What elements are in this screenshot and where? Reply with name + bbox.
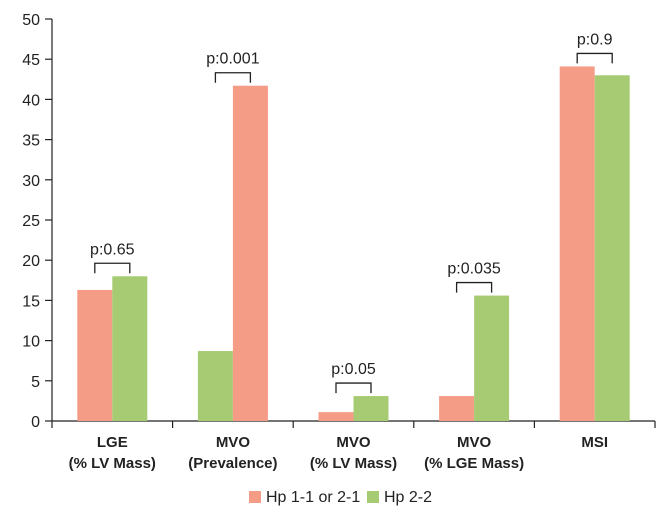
significance-bracket xyxy=(455,281,493,293)
y-tick-label: 5 xyxy=(31,374,40,391)
significance-bracket xyxy=(576,52,613,64)
y-tick-label: 30 xyxy=(22,173,40,190)
x-category-sublabel: (% LV Mass) xyxy=(310,455,397,472)
x-category-label: MVO xyxy=(457,434,492,451)
bar xyxy=(318,412,354,421)
x-category-sublabel: (% LGE Mass) xyxy=(424,455,524,472)
bar xyxy=(77,289,113,421)
p-value-label: p:0.001 xyxy=(206,51,259,68)
p-value-label: p:0.65 xyxy=(90,241,135,258)
legend-swatch xyxy=(367,491,379,503)
significance-bracket xyxy=(335,382,372,394)
significance-bracket xyxy=(214,72,252,83)
x-category-label: MSI xyxy=(581,434,608,451)
p-value-label: p:0.05 xyxy=(331,361,376,378)
significance-bracket xyxy=(94,262,131,274)
bar xyxy=(594,75,630,421)
y-tick-label: 25 xyxy=(22,213,40,230)
y-tick-label: 45 xyxy=(22,52,40,69)
bar xyxy=(232,85,268,422)
y-tick-label: 0 xyxy=(31,414,40,431)
legend-label: Hp 1-1 or 2-1 xyxy=(266,489,360,506)
bar xyxy=(474,295,510,421)
bar xyxy=(112,276,148,421)
bar xyxy=(439,396,475,421)
x-category-sublabel: (% LV Mass) xyxy=(69,455,156,472)
p-value-label: p:0.035 xyxy=(447,261,500,278)
y-tick-label: 50 xyxy=(22,12,40,29)
legend-label: Hp 2-2 xyxy=(384,489,432,506)
bar xyxy=(197,351,233,421)
y-tick-label: 20 xyxy=(22,253,40,270)
y-tick-label: 40 xyxy=(22,92,40,109)
bar xyxy=(353,396,389,421)
p-value-label: p:0.9 xyxy=(577,31,613,48)
x-category-label: LGE xyxy=(97,434,128,451)
legend-swatch xyxy=(249,491,261,503)
x-category-sublabel: (Prevalence) xyxy=(188,455,277,472)
bar xyxy=(559,66,595,421)
y-tick-label: 35 xyxy=(22,133,40,150)
y-tick-label: 10 xyxy=(22,334,40,351)
y-tick-label: 15 xyxy=(22,293,40,310)
x-category-label: MVO xyxy=(216,434,251,451)
x-category-label: MVO xyxy=(336,434,371,451)
